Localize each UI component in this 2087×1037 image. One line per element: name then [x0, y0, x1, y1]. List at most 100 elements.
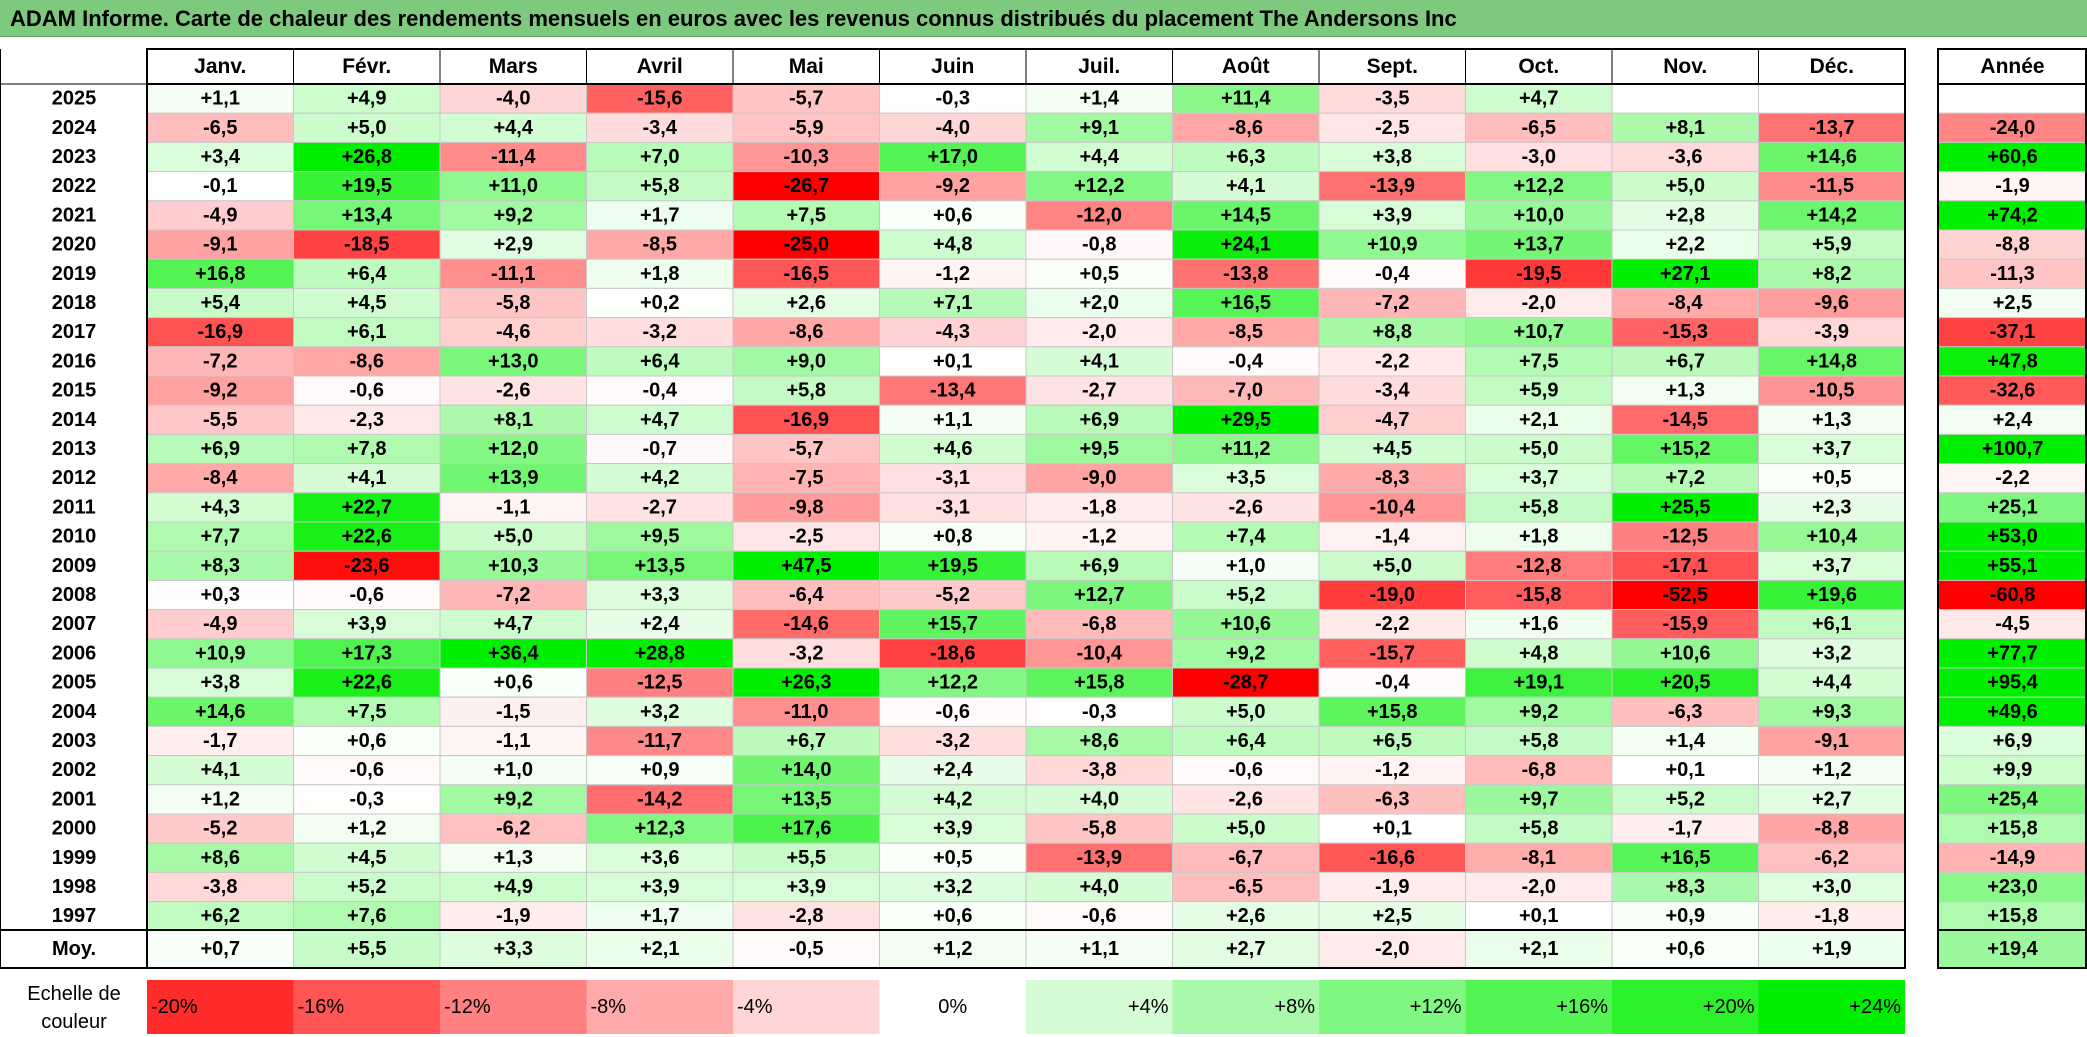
cell-value: -0,1: [203, 175, 237, 197]
cell-value: -5,5: [203, 409, 237, 431]
year-label: 2010: [52, 526, 97, 548]
cell-value: -12,0: [1076, 204, 1122, 226]
cell-value: +9,2: [494, 788, 533, 810]
cell-value: +3,2: [640, 701, 679, 723]
cell-value: +22,6: [341, 672, 392, 694]
cell-value: -25,0: [783, 234, 829, 256]
scale-swatch: [293, 980, 440, 1034]
cell-value: -3,4: [1375, 380, 1410, 402]
cell-value: +5,9: [1812, 234, 1851, 256]
heat-cell: [1318, 171, 1466, 202]
cell-value: -3,2: [936, 730, 970, 752]
cell-value: +3,5: [1226, 467, 1265, 489]
cell-value: -6,8: [1082, 613, 1116, 635]
heat-cell: [293, 667, 441, 698]
cell-value: -1,8: [1815, 905, 1849, 927]
annual-value: -37,1: [1990, 321, 2036, 343]
cell-value: -15,6: [637, 88, 683, 110]
annual-value: +23,0: [1987, 876, 2038, 898]
heat-cell: [879, 258, 1027, 289]
heat-cell: [879, 83, 1027, 114]
cell-value: +3,9: [347, 613, 386, 635]
scale-swatch: [879, 980, 1026, 1034]
cell-value: +1,2: [347, 818, 386, 840]
cell-value: +3,9: [640, 876, 679, 898]
cell-value: +1,8: [1519, 526, 1558, 548]
cell-value: -1,2: [1082, 526, 1116, 548]
heat-cell: [1172, 813, 1320, 844]
cell-value: -2,5: [789, 526, 823, 548]
cell-value: +14,6: [1806, 146, 1857, 168]
cell-value: +4,1: [201, 759, 240, 781]
cell-value: -5,8: [496, 292, 530, 314]
annual-cell: [1937, 375, 2087, 406]
cell-value: +0,6: [933, 905, 972, 927]
average-value: +1,1: [1080, 938, 1119, 960]
cell-value: +4,1: [1080, 350, 1119, 372]
cell-value: -14,6: [783, 613, 829, 635]
cell-value: -0,6: [936, 701, 970, 723]
heat-cell: [732, 579, 880, 611]
heat-cell: [1611, 404, 1759, 435]
heat-cell: [146, 667, 294, 698]
cell-value: +5,2: [1666, 788, 1705, 810]
heat-cell: [1318, 609, 1466, 640]
heat-cell: [1025, 112, 1173, 143]
year-label: 1998: [52, 876, 97, 898]
heat-cell: [1318, 638, 1466, 669]
cell-value: -1,7: [203, 730, 237, 752]
heat-cell: [1611, 287, 1759, 319]
cell-value: +6,4: [640, 350, 680, 372]
heat-cell: [1758, 375, 1906, 406]
heat-cell: [439, 755, 587, 786]
cell-value: -1,9: [496, 905, 530, 927]
cell-value: +2,5: [1373, 905, 1412, 927]
heat-cell: [1465, 842, 1613, 873]
cell-value: -18,6: [930, 642, 976, 664]
heat-cell: [1758, 784, 1906, 815]
cell-value: +2,6: [1226, 905, 1265, 927]
cell-value: -5,2: [936, 584, 970, 606]
annual-value: +25,4: [1987, 788, 2038, 810]
cell-value: -16,6: [1369, 847, 1415, 869]
heat-cell: [1611, 229, 1759, 260]
scale-swatch: [733, 980, 880, 1034]
scale-step-label: +24%: [1849, 996, 1901, 1018]
heat-cell: [1611, 550, 1759, 581]
average-label-box: [0, 929, 148, 969]
cell-value: +5,0: [347, 117, 386, 139]
cell-value: +3,9: [1373, 204, 1412, 226]
cell-value: +6,1: [347, 321, 386, 343]
heat-cell: [293, 229, 441, 260]
cell-value: +7,7: [201, 526, 240, 548]
heat-cell: [146, 287, 294, 319]
heat-cell: [1465, 609, 1613, 640]
year-label: 2019: [52, 263, 97, 285]
cell-value: +5,9: [1519, 380, 1558, 402]
cell-value: +0,6: [347, 730, 386, 752]
cell-value: +8,6: [1080, 730, 1119, 752]
heat-cell: [1758, 579, 1906, 611]
annual-cell: [1937, 141, 2087, 173]
cell-value: -8,3: [1375, 467, 1409, 489]
cell-value: +9,2: [494, 204, 533, 226]
cell-value: -11,4: [491, 146, 536, 168]
cell-value: +7,5: [787, 204, 826, 226]
cell-value: +10,6: [1660, 642, 1711, 664]
cell-value: -13,4: [930, 380, 976, 402]
cell-value: -3,8: [1082, 759, 1116, 781]
cell-value: -6,7: [1229, 847, 1263, 869]
heat-cell: [1172, 346, 1320, 377]
cell-value: -0,4: [1375, 672, 1410, 694]
heat-cell: [293, 696, 441, 727]
heat-cell: [879, 463, 1027, 494]
cell-value: +5,0: [1519, 438, 1558, 460]
heat-cell: [1172, 638, 1320, 669]
scale-step-label: -16%: [298, 996, 345, 1018]
month-header: Juin: [931, 55, 974, 78]
cell-value: -11,1: [491, 263, 535, 285]
cell-value: -4,0: [496, 88, 530, 110]
heat-cell: [1025, 638, 1173, 669]
heat-cell: [439, 579, 587, 611]
